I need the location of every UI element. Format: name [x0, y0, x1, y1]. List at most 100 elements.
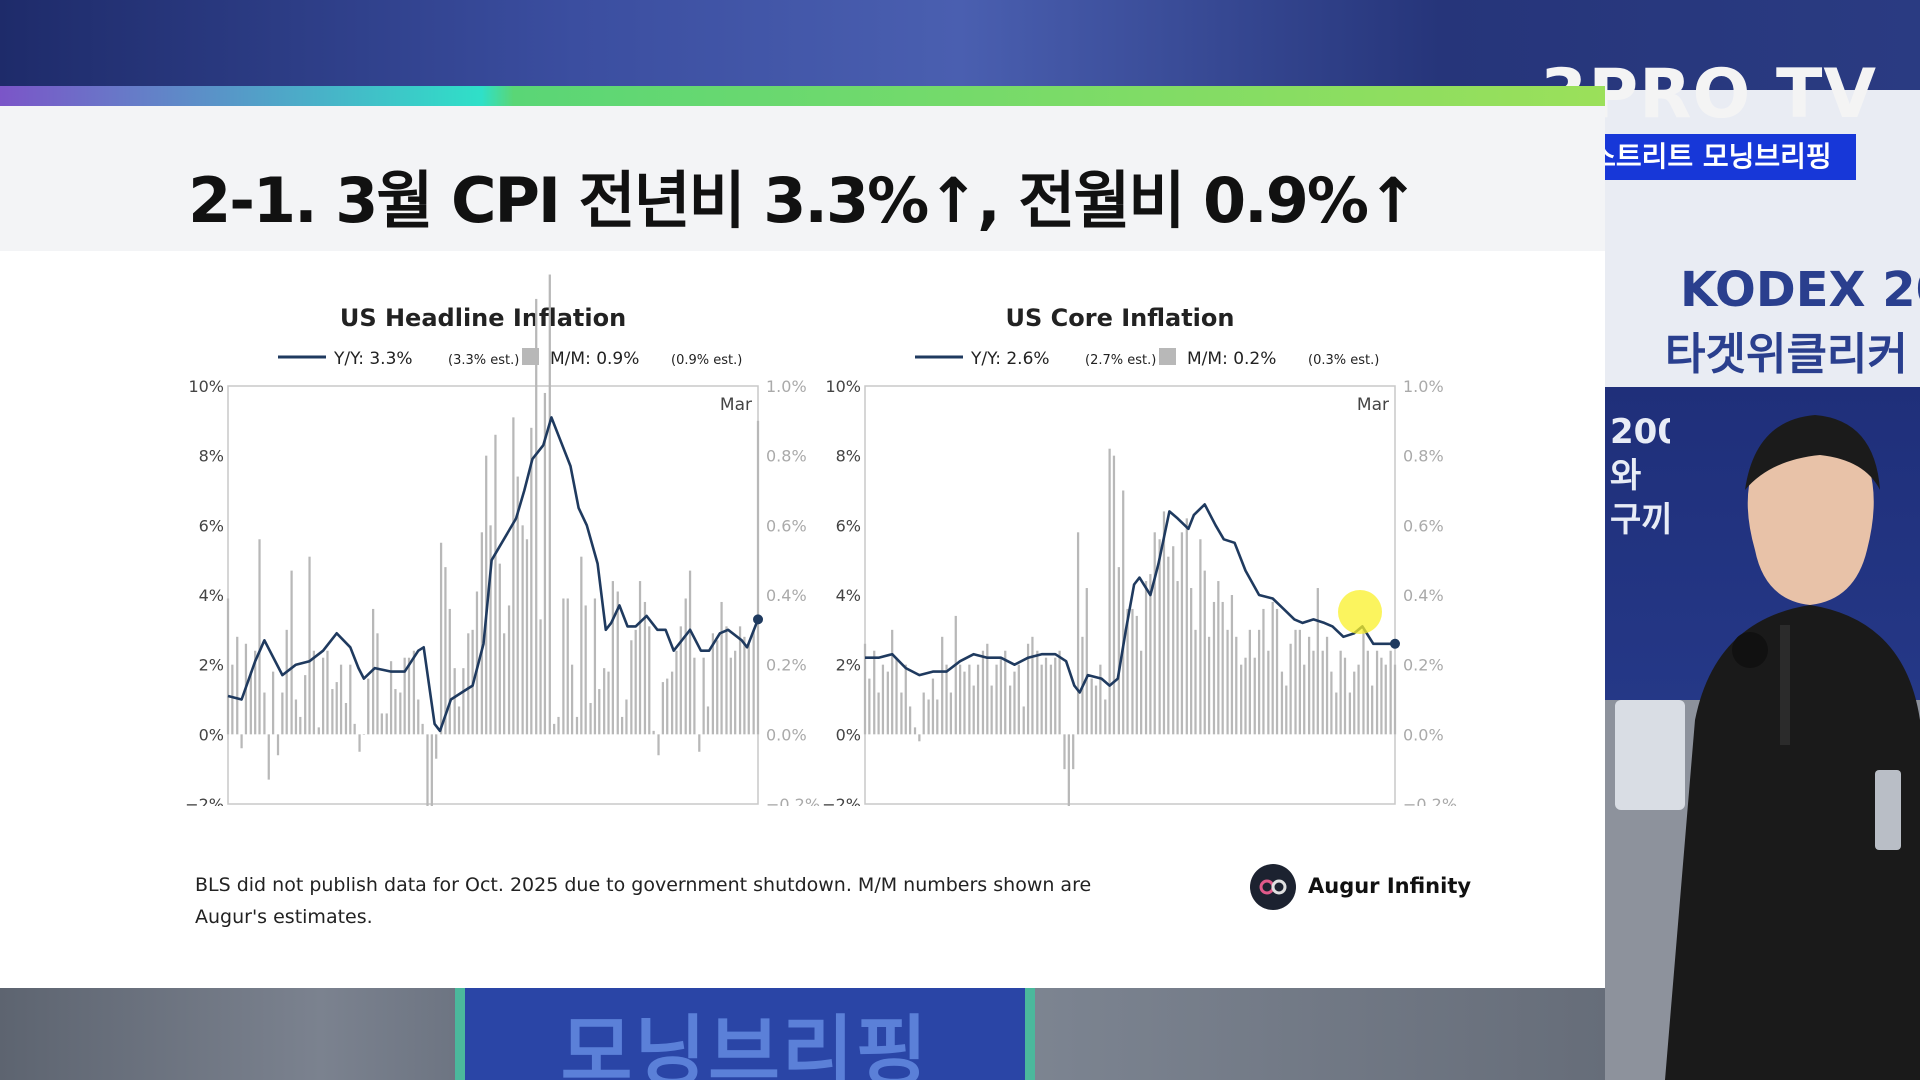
mom-bar — [1339, 650, 1342, 735]
y-left-tick-label: 6% — [836, 516, 861, 535]
slide-title-band — [0, 106, 1605, 251]
mom-bar — [1280, 671, 1284, 735]
mom-bar — [743, 636, 746, 735]
mom-bar — [1117, 567, 1120, 735]
mom-bar — [1298, 629, 1301, 735]
mom-bar — [1226, 629, 1229, 735]
mom-bar — [372, 608, 375, 735]
mom-bar — [1357, 664, 1360, 735]
mom-bar — [1244, 657, 1247, 735]
mom-bar — [231, 664, 234, 735]
mom-bar — [1312, 650, 1315, 735]
legend-note-mom: (0.3% est.) — [1308, 353, 1379, 368]
mom-bar — [412, 650, 416, 735]
mom-bar — [863, 643, 867, 735]
mom-bar — [904, 664, 907, 735]
mom-bar — [258, 539, 261, 735]
presenter-figure — [1605, 415, 1920, 1080]
mom-bar — [747, 643, 750, 735]
mom-bar — [367, 678, 370, 735]
mom-bar — [1180, 532, 1184, 735]
mom-bar — [891, 629, 894, 735]
mom-bar — [1085, 588, 1088, 735]
y-left-tick-label: 2% — [836, 656, 861, 675]
mom-bar — [661, 682, 664, 735]
mom-bar — [1176, 581, 1179, 735]
mom-bar — [1375, 650, 1379, 735]
mom-bar — [226, 598, 230, 735]
y-right-tick-label: 0.2% — [1403, 656, 1444, 675]
mom-bar — [999, 657, 1003, 735]
mom-bar — [299, 716, 302, 735]
mom-bar — [394, 689, 397, 735]
y-right-tick-label: 0.4% — [1403, 586, 1444, 605]
legend-label-yoy: Y/Y: 2.6% — [970, 349, 1050, 369]
y-left-tick-label: −2% — [185, 795, 224, 806]
mom-bar — [643, 601, 647, 735]
legend-bar-swatch — [1159, 348, 1176, 365]
y-right-tick-label: −0.2% — [766, 795, 820, 806]
mom-bar — [995, 664, 998, 735]
mom-bar — [886, 671, 889, 735]
mom-bar — [954, 615, 957, 735]
mom-bar — [873, 650, 876, 735]
mom-bar — [1393, 664, 1397, 735]
studio-sign: 모닝브리핑 — [455, 988, 1035, 1080]
mom-bar — [267, 734, 270, 780]
mom-bar — [1380, 657, 1383, 735]
mom-bar — [344, 702, 348, 735]
mom-bar — [1140, 650, 1143, 735]
mom-bar — [249, 671, 252, 735]
mom-bar — [312, 650, 316, 735]
mom-bar — [380, 713, 383, 735]
mom-bar — [1316, 588, 1319, 735]
mom-bar — [968, 664, 971, 735]
mom-bar — [638, 581, 642, 735]
mom-bar — [1054, 657, 1057, 735]
mom-bar — [553, 723, 556, 735]
mom-bar — [562, 598, 565, 735]
mom-bar — [435, 734, 438, 759]
mom-bar — [331, 689, 334, 735]
mom-bar — [1108, 448, 1111, 735]
mom-bar — [1240, 664, 1243, 735]
mom-bar — [263, 692, 266, 735]
legend-label-yoy: Y/Y: 3.3% — [333, 349, 413, 369]
mom-bar — [922, 692, 925, 735]
wall-banner-line-2: 타겟위클리커 — [1665, 329, 1908, 380]
mom-bar — [557, 716, 560, 735]
wall-banner-line-1: KODEX 20 — [1680, 262, 1920, 318]
mom-bar — [931, 678, 935, 735]
y-left-tick-label: 10% — [825, 377, 861, 396]
mom-bar — [417, 699, 420, 735]
plot-frame — [227, 385, 759, 805]
mom-bar — [1371, 685, 1374, 735]
y-left-tick-label: 0% — [836, 725, 861, 744]
mom-bar — [525, 539, 529, 735]
mom-bar — [439, 542, 443, 735]
mom-bar — [1009, 685, 1012, 735]
mom-bar — [981, 650, 985, 735]
mom-bar — [1067, 734, 1070, 806]
mom-bar — [706, 706, 710, 735]
mom-bar — [986, 643, 989, 735]
mom-bar — [1022, 706, 1025, 735]
mom-bar — [976, 664, 980, 735]
mom-bar — [949, 692, 953, 735]
mom-bar — [725, 626, 728, 735]
mom-bar — [376, 633, 379, 735]
mom-bar — [494, 434, 497, 735]
mom-bar — [1366, 650, 1369, 735]
mom-bar — [485, 455, 488, 735]
mom-bar — [281, 692, 284, 735]
legend-note-yoy: (3.3% est.) — [448, 353, 519, 368]
mom-bar — [652, 730, 655, 735]
mom-bar — [512, 417, 515, 735]
mom-bar — [448, 608, 451, 735]
mom-bar — [1257, 629, 1261, 735]
mom-bar — [1031, 636, 1034, 735]
plot-frame — [864, 385, 1396, 805]
mom-bar — [1289, 643, 1292, 735]
month-annotation: Mar — [720, 395, 752, 415]
mom-bar — [1362, 629, 1365, 735]
